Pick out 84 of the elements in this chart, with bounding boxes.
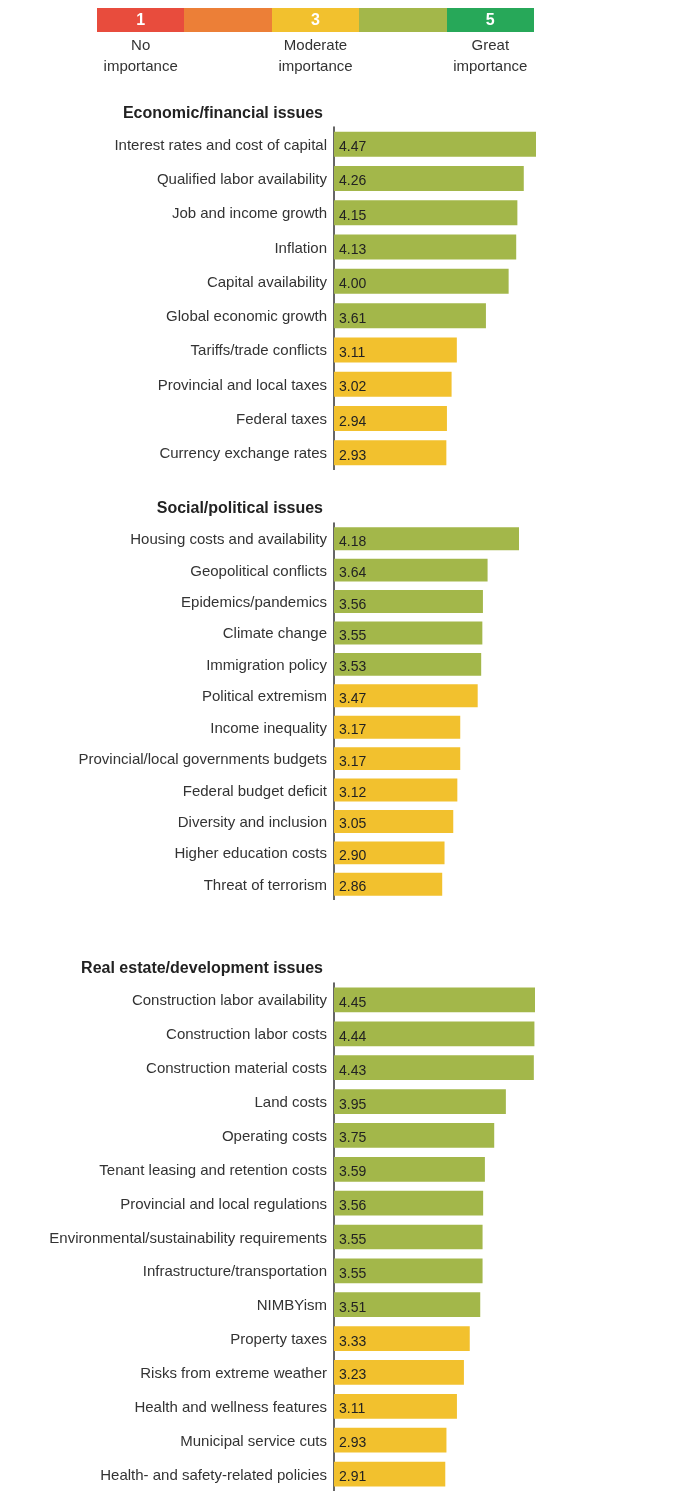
data-label: 3.02 [339, 378, 367, 395]
y-tick-label: Climate change [222, 624, 327, 642]
y-tick-label: Federal taxes [236, 410, 327, 428]
data-label: 4.43 [339, 1061, 367, 1078]
y-tick-label: Threat of terrorism [203, 875, 327, 893]
y-tick-label: Qualified labor availability [156, 169, 328, 187]
chart-title: Economic/financial issues [122, 103, 324, 121]
y-tick-label: Land costs [254, 1093, 327, 1111]
data-label: 3.12 [339, 784, 367, 801]
data-label: 3.75 [339, 1129, 367, 1146]
data-label: 3.95 [339, 1095, 367, 1112]
data-label: 3.55 [339, 1231, 367, 1247]
y-tick-label: Operating costs [221, 1126, 327, 1144]
y-tick-label: Federal budget deficit [182, 781, 328, 799]
y-tick-label: Currency exchange rates [159, 444, 327, 462]
text: Moderate importance [277, 35, 354, 76]
data-label: 4.00 [339, 275, 367, 292]
y-tick-label: Epidemics/pandemics [181, 593, 327, 611]
y-tick-label: Job and income growth [171, 204, 327, 222]
y-tick-label: Property taxes [230, 1330, 327, 1348]
data-label: 4.26 [339, 172, 367, 189]
data-label: 3.17 [339, 721, 367, 738]
y-tick-label: Income inequality [210, 718, 328, 736]
data-label: 3.59 [339, 1163, 367, 1180]
category-label: 1 [97, 8, 185, 32]
y-tick-label: Infrastructure/transportation [142, 1262, 327, 1280]
category-label: 5 [446, 8, 534, 32]
data-label: 3.51 [339, 1298, 367, 1315]
y-tick-label: NIMBYism [256, 1296, 327, 1314]
y-tick-label: Construction labor costs [166, 1025, 327, 1043]
data-label: 4.44 [339, 1027, 367, 1044]
data-label: 3.53 [339, 658, 367, 675]
data-label: 4.45 [339, 993, 367, 1010]
text: Great importance [452, 35, 529, 76]
y-tick-label: Tenant leasing and retention costs [99, 1160, 327, 1178]
data-label: 3.11 [339, 343, 366, 360]
data-label: 4.47 [339, 138, 367, 155]
y-tick-label: Immigration policy [206, 655, 328, 673]
y-tick-label: Provincial and local taxes [157, 375, 327, 393]
y-tick-label: Municipal service cuts [180, 1431, 327, 1449]
chart-title: Social/political issues [156, 498, 324, 516]
data-label: 3.17 [339, 752, 367, 769]
y-tick-label: Provincial and local regulations [120, 1194, 327, 1212]
data-label: 3.47 [339, 689, 367, 706]
text: No importance [102, 35, 179, 76]
text: Real estate/development issues [81, 958, 324, 976]
y-tick-label: Interest rates and cost of capital [114, 135, 327, 153]
y-tick-label: Inflation [274, 238, 327, 256]
data-label: 3.05 [339, 815, 367, 832]
data-label: 2.86 [339, 878, 367, 895]
y-tick-label: Environmental/sustainability requirements [49, 1228, 327, 1246]
y-tick-label: Provincial/local governments budgets [78, 750, 327, 768]
data-label: 3.55 [339, 1264, 367, 1281]
category-label: 3 [271, 8, 360, 32]
y-tick-label: Tariffs/trade conflicts [190, 341, 327, 359]
y-tick-label: Risks from extreme weather [140, 1363, 327, 1381]
y-tick-label: Global economic growth [166, 307, 327, 325]
data-label: 2.90 [339, 846, 367, 863]
data-label: 3.56 [339, 595, 367, 612]
y-tick-label: Housing costs and availability [130, 530, 328, 548]
y-tick-label: Higher education costs [174, 844, 327, 862]
data-label: 3.23 [339, 1366, 367, 1383]
y-tick-label: Health- and safety-related policies [100, 1465, 327, 1483]
data-label: 2.91 [339, 1468, 367, 1485]
data-label: 3.56 [339, 1197, 367, 1214]
y-tick-label: Geopolitical conflicts [190, 561, 327, 579]
data-label: 3.11 [339, 1400, 366, 1417]
y-tick-label: Political extremism [201, 687, 327, 705]
data-label: 3.55 [339, 626, 367, 643]
data-label: 3.64 [339, 564, 367, 581]
data-label: 4.18 [339, 532, 367, 549]
data-label: 3.61 [339, 309, 367, 326]
y-tick-label: Capital availability [206, 272, 328, 290]
data-label: 2.93 [339, 1434, 367, 1451]
y-tick-label: Health and wellness features [134, 1397, 327, 1415]
data-label: 2.93 [339, 446, 367, 463]
y-tick-label: Construction labor availability [131, 991, 328, 1009]
data-label: 2.94 [339, 412, 367, 429]
y-tick-label: Construction material costs [146, 1059, 327, 1077]
data-label: 3.33 [339, 1332, 367, 1349]
data-label: 4.15 [339, 206, 367, 223]
data-label: 4.13 [339, 241, 367, 258]
importance-color-scale: 1 3 5 [97, 8, 534, 32]
y-tick-label: Diversity and inclusion [177, 812, 327, 830]
